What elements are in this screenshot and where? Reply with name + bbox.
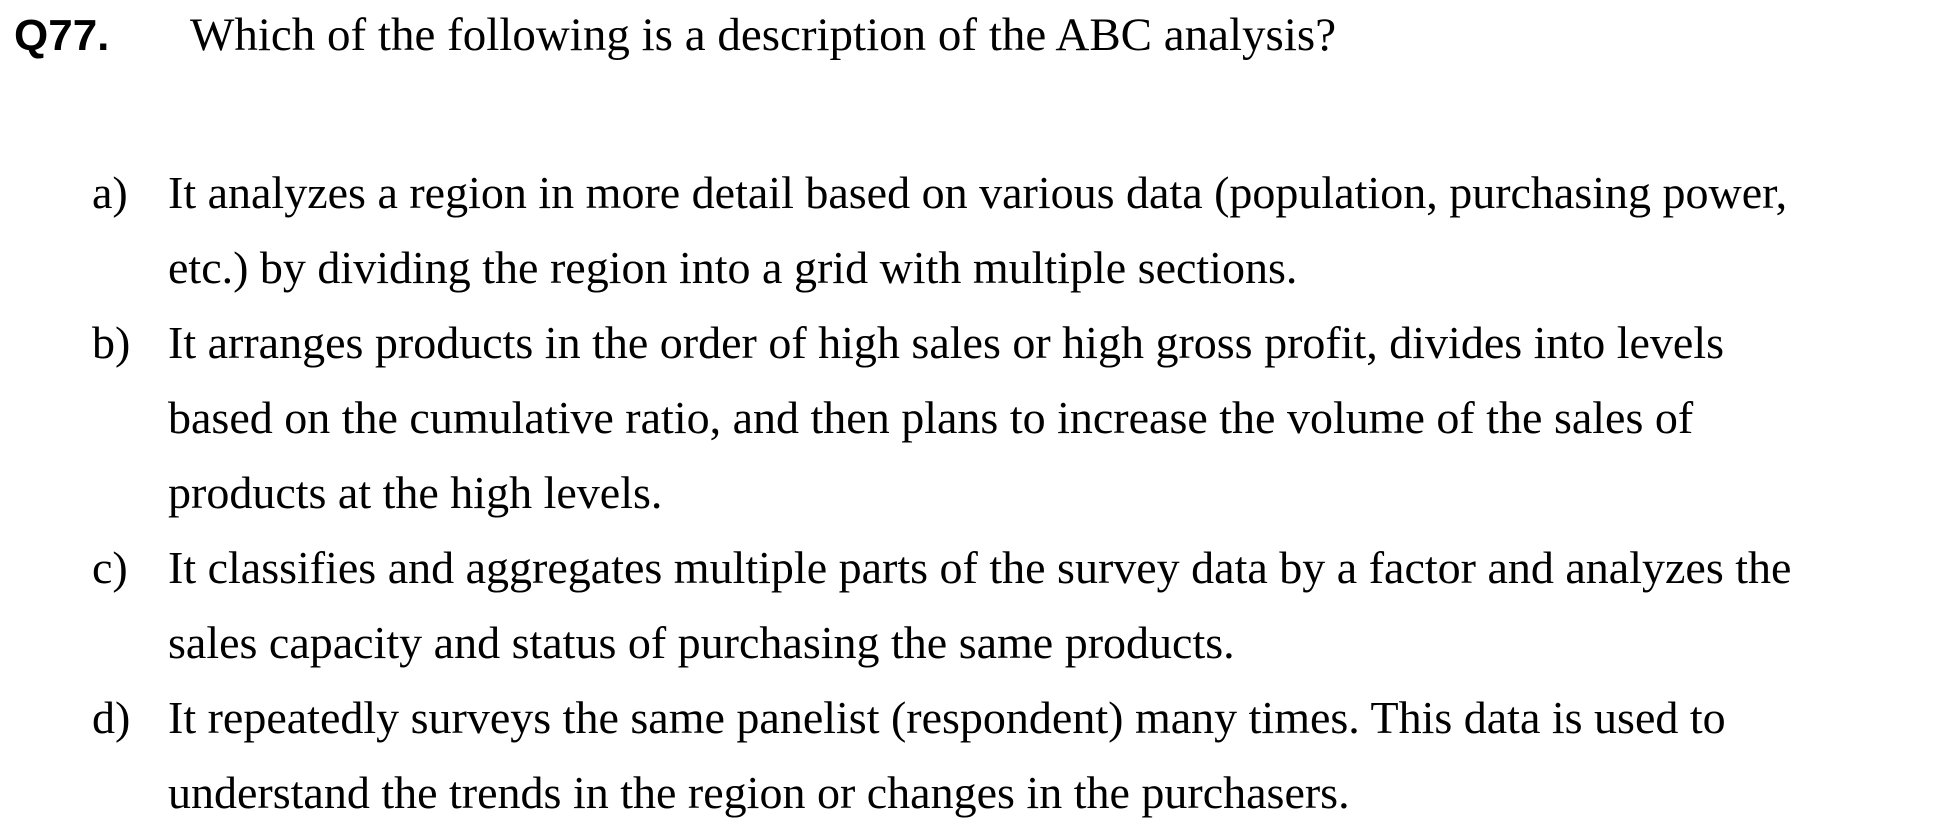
option-line: It arranges products in the order of hig… [168,317,1725,368]
option-line: It repeatedly surveys the same panelist … [168,692,1726,743]
option-line: It classifies and aggregates multiple pa… [168,542,1792,593]
option-line: based on the cumulative ratio, and then … [168,392,1694,443]
option-text: It repeatedly surveys the same panelist … [168,680,1942,830]
option-a: a) It analyzes a region in more detail b… [92,155,1942,305]
option-text: It analyzes a region in more detail base… [168,155,1942,305]
option-letter: c) [92,542,128,593]
option-line: understand the trends in the region or c… [168,767,1350,818]
answer-options: a) It analyzes a region in more detail b… [92,155,1942,830]
question-text: Which of the following is a description … [190,9,1337,61]
option-line: sales capacity and status of purchasing … [168,617,1235,668]
option-c: c) It classifies and aggregates multiple… [92,530,1942,680]
option-letter: d) [92,692,131,743]
option-line: products at the high levels. [168,467,663,518]
option-text: It arranges products in the order of hig… [168,305,1942,530]
option-b: b) It arranges products in the order of … [92,305,1942,530]
question-header: Q77. Which of the following is a descrip… [14,8,1336,62]
option-text: It classifies and aggregates multiple pa… [168,530,1942,680]
option-line: etc.) by dividing the region into a grid… [168,242,1298,293]
option-letter: a) [92,167,128,218]
option-letter: b) [92,317,131,368]
question-number: Q77. [14,11,110,60]
option-line: It analyzes a region in more detail base… [168,167,1788,218]
option-d: d) It repeatedly surveys the same paneli… [92,680,1942,830]
